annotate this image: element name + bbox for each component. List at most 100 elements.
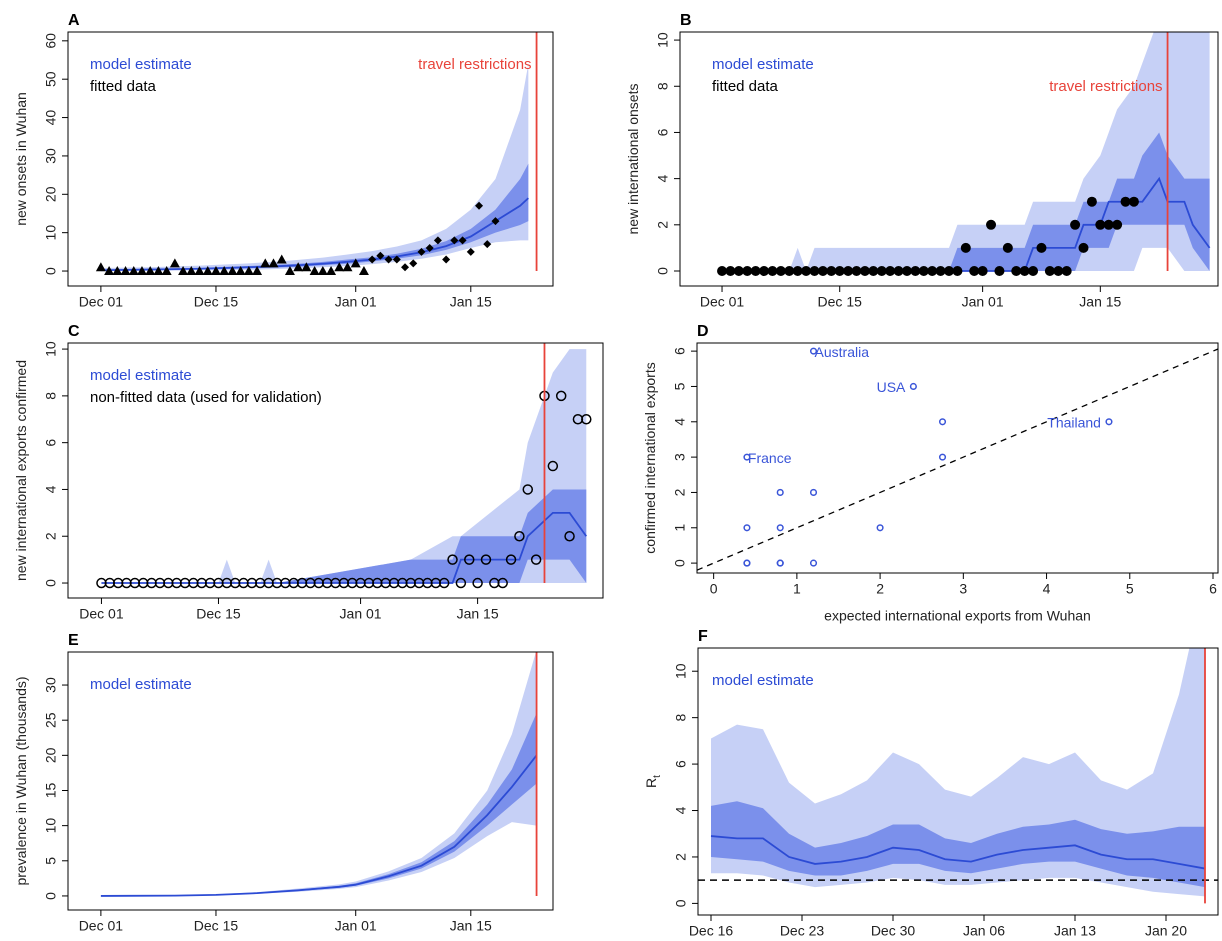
data-point	[809, 347, 818, 355]
data-point	[169, 258, 180, 268]
plot-frame	[67, 342, 604, 599]
data-point	[161, 266, 172, 276]
data-point	[243, 266, 254, 276]
y-tick-label: 20	[43, 186, 59, 202]
x-tick-label: Jan 01	[335, 294, 377, 310]
data-point	[153, 266, 164, 276]
data-point	[455, 577, 467, 589]
data-point	[442, 255, 451, 264]
data-point	[938, 418, 947, 426]
x-tick-label: Jan 01	[340, 606, 382, 622]
point-label: Australia	[815, 344, 870, 360]
y-tick-label: 60	[43, 33, 59, 49]
data-point	[1086, 196, 1097, 207]
y-tick-label: 40	[43, 110, 59, 126]
data-point	[743, 559, 751, 567]
data-point	[809, 265, 820, 276]
y-tick-label: 30	[43, 148, 59, 164]
data-point	[202, 266, 213, 276]
data-point	[759, 265, 770, 276]
plot-area	[100, 652, 538, 897]
data-point	[252, 266, 263, 276]
data-point	[1112, 219, 1123, 230]
data-point	[733, 265, 744, 276]
y-tick-label: 15	[43, 782, 59, 798]
point-label: Thailand	[1047, 414, 1101, 430]
y-axis-label: confirmed international exports	[642, 362, 658, 553]
x-tick-label: Dec 16	[689, 923, 734, 939]
data-point	[268, 258, 279, 268]
x-tick-label: 0	[710, 581, 718, 597]
data-point	[475, 201, 484, 210]
x-tick-label: Jan 20	[1145, 923, 1187, 939]
data-point	[555, 390, 567, 402]
data-point	[376, 251, 385, 260]
y-tick-label: 2	[43, 532, 59, 540]
x-tick-label: Dec 15	[194, 918, 239, 934]
model-line	[100, 754, 538, 897]
y-tick-label: 0	[43, 579, 59, 587]
data-point	[276, 254, 287, 264]
x-tick-label: Dec 01	[79, 294, 124, 310]
data-point	[767, 265, 778, 276]
y-tick-label: 0	[672, 559, 688, 567]
y-tick-label: 25	[43, 712, 59, 728]
data-point	[952, 265, 963, 276]
data-point	[784, 265, 795, 276]
x-tick-label: Jan 06	[963, 923, 1005, 939]
band-50	[100, 713, 537, 896]
data-point	[792, 265, 803, 276]
model-line	[100, 197, 529, 272]
plot-frame	[696, 342, 1219, 574]
data-point	[986, 219, 997, 230]
data-point	[826, 265, 837, 276]
data-point	[466, 247, 475, 256]
y-tick-label: 10	[673, 663, 689, 679]
travel-restriction-label: travel restrictions	[1049, 78, 1162, 95]
y-tick-label: 4	[672, 418, 688, 426]
data-point	[260, 258, 271, 268]
y-tick-label: 8	[673, 714, 689, 722]
data-point	[876, 265, 887, 276]
data-point	[547, 460, 559, 472]
data-point	[522, 484, 534, 495]
y-axis-label-text: R	[643, 778, 659, 788]
y-tick-label: 4	[655, 175, 671, 183]
y-tick-label: 50	[43, 71, 59, 87]
data-point	[417, 247, 426, 256]
y-tick-label: 8	[655, 82, 671, 90]
data-point	[776, 559, 784, 567]
y-tick-label: 20	[43, 747, 59, 763]
data-point	[938, 453, 947, 461]
x-tick-label: Dec 15	[196, 606, 241, 622]
data-point	[1120, 196, 1131, 207]
y-tick-label: 10	[43, 225, 59, 241]
data-point	[564, 530, 575, 542]
data-point	[1103, 219, 1114, 230]
data-point	[901, 265, 912, 276]
x-tick-label: Dec 23	[780, 923, 825, 939]
y-axis-label-text: new onsets in Wuhan	[13, 92, 29, 226]
y-axis-label: new onsets in Wuhan	[13, 92, 29, 226]
y-tick-label: 4	[43, 485, 59, 493]
data-point	[235, 266, 246, 276]
x-tick-label: 1	[793, 581, 801, 597]
y-tick-label: 0	[43, 892, 59, 900]
data-point	[918, 265, 929, 276]
data-point	[491, 217, 500, 226]
y-axis-label-text: new international exports confirmed	[13, 360, 29, 581]
data-point	[227, 266, 238, 276]
data-point	[776, 524, 784, 532]
panel-label: F	[698, 628, 708, 645]
panel-label: B	[680, 12, 692, 29]
x-tick-label: Dec 01	[79, 606, 124, 622]
data-point	[128, 266, 139, 276]
y-tick-label: 2	[672, 488, 688, 496]
legend-entry: non-fitted data (used for validation)	[90, 389, 322, 406]
x-tick-label: Jan 15	[1079, 294, 1121, 310]
data-point	[817, 265, 828, 276]
y-tick-label: 6	[655, 128, 671, 136]
data-point	[210, 266, 221, 276]
y-tick-label: 1	[672, 524, 688, 532]
